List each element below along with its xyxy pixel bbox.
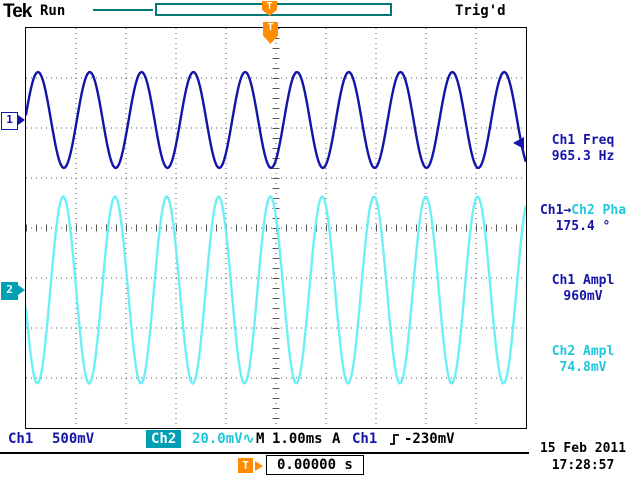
measurement-value: 175.4 ° — [555, 219, 611, 234]
measurement-ch1-ch2-phase: Ch1→Ch2 Pha 175.4 ° — [527, 203, 639, 235]
measurement-label: Ch1 Freq — [551, 133, 615, 148]
ch1-scale: 500mV — [52, 431, 95, 447]
measurement-ch2-ampl: Ch2 Ampl 74.8mV — [527, 344, 639, 376]
ch2-scale-value: 20.0mV — [192, 431, 243, 447]
waveform-ch2 — [26, 195, 526, 385]
waveform-ch1 — [26, 70, 526, 170]
graticule — [25, 27, 527, 429]
timebase-value: 1.00ms — [272, 431, 323, 447]
waveform-plot — [26, 28, 526, 428]
trigger-position-arrow-icon: T — [263, 22, 278, 44]
measurement-label: Ch1→Ch2 Pha — [527, 203, 639, 219]
ch1-label: Ch1 — [8, 431, 34, 447]
acquisition-state: Run — [40, 3, 66, 19]
measurement-value: 960mV — [563, 289, 603, 304]
measurement-ch1-ampl: Ch1 Ampl 960mV — [527, 273, 639, 305]
horiz-trigger-pos-arrow-icon — [255, 461, 263, 471]
trigger-level-arrow-icon — [513, 137, 524, 149]
arrow-icon: → — [563, 203, 572, 218]
phase-src2: Ch2 Pha — [571, 203, 627, 218]
measurement-value: 965.3 Hz — [551, 149, 615, 164]
ch2-scale: 20.0mV∿ — [192, 431, 254, 447]
trigger-position-icon: T — [262, 1, 277, 16]
trigger-source: Ch1 — [352, 431, 378, 447]
tek-logo: Tek — [3, 1, 32, 22]
status-bar: Ch1 500mV Ch2 20.0mV∿ M 1.00ms A Ch1 -23… — [0, 429, 529, 454]
datetime-readout: 15 Feb 2011 17:28:57 — [528, 440, 638, 474]
measurement-label: Ch1 Ampl — [551, 273, 615, 288]
measurement-ch1-freq: Ch1 Freq 965.3 Hz — [527, 133, 639, 165]
ch2-ground-marker-arrow-icon — [18, 285, 25, 295]
trigger-status: Trig'd — [455, 3, 506, 19]
horizontal-position-readout: 0.00000 s — [266, 455, 364, 475]
timebase-label: M — [256, 431, 265, 447]
rising-edge-icon — [389, 432, 403, 451]
date-readout: 15 Feb 2011 — [539, 441, 627, 456]
trigger-level: -230mV — [404, 431, 455, 447]
measurement-value: 74.8mV — [559, 360, 607, 375]
ac-coupling-icon: ∿ — [242, 431, 255, 447]
phase-src1: Ch1 — [539, 203, 564, 218]
ch1-ground-marker: 1 — [1, 112, 18, 130]
trigger-mode: A — [332, 431, 341, 447]
measurement-label: Ch2 Ampl — [551, 344, 615, 359]
ch2-label-badge: Ch2 — [146, 430, 182, 448]
ch1-ground-marker-arrow-icon — [18, 115, 25, 125]
time-readout: 17:28:57 — [551, 458, 615, 473]
ch2-ground-marker: 2 — [1, 282, 18, 300]
record-view-left-segment — [93, 9, 153, 11]
horiz-trigger-pos-icon: T — [238, 458, 253, 473]
